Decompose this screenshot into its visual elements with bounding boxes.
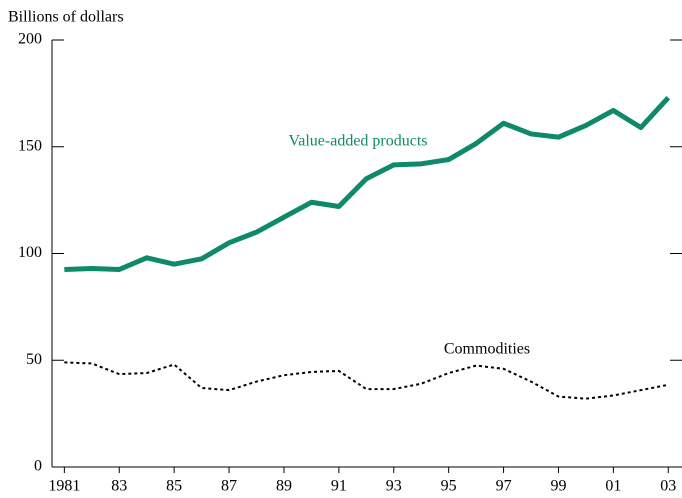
y-tick-label: 150 [18,137,42,154]
x-tick-label: 1981 [48,478,80,495]
x-tick-label: 91 [331,478,347,495]
x-tick-label: 01 [605,478,621,495]
x-tick-label: 99 [550,478,566,495]
x-tick-label: 83 [111,478,127,495]
x-tick-label: 97 [496,478,512,495]
x-tick-label: 95 [441,478,457,495]
y-tick-label: 100 [18,244,42,261]
series-line [64,95,671,273]
y-axis-label: Billions of dollars [8,9,124,26]
series-label: Value-added products [288,133,427,150]
x-tick-label: 93 [386,478,402,495]
x-tick-label: 87 [221,478,237,495]
x-tick-label: 03 [660,478,676,495]
x-tick-label: 89 [276,478,292,495]
y-tick-label: 50 [26,351,42,368]
series-line [64,361,669,400]
y-tick-label: 0 [34,458,42,475]
x-tick-label: 85 [166,478,182,495]
series-label: Commodities [444,341,530,358]
y-tick-label: 200 [18,31,42,48]
